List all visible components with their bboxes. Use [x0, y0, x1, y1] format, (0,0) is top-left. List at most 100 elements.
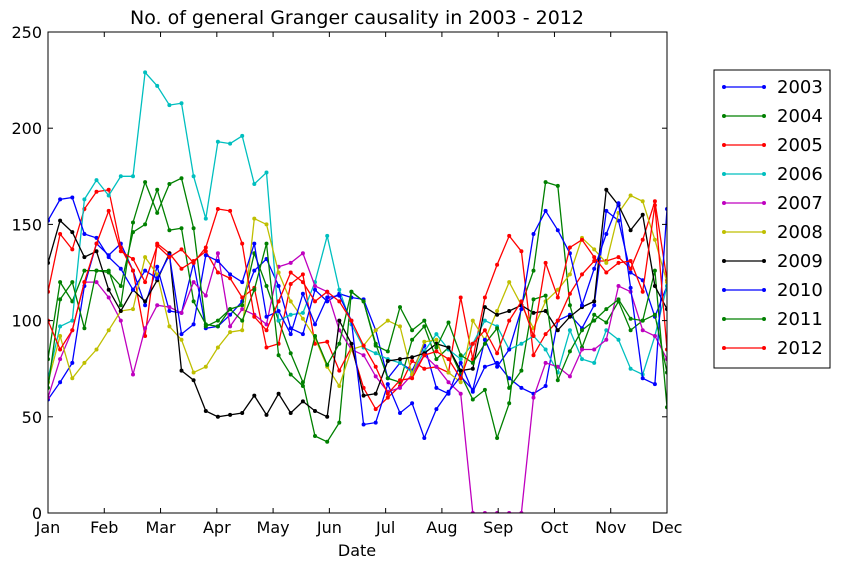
data-point-2010 [628, 285, 633, 290]
data-point-2009 [58, 218, 63, 223]
data-point-2011 [482, 341, 487, 346]
data-point-2005 [203, 249, 208, 254]
legend-swatch-marker [722, 317, 726, 321]
data-point-2007 [94, 280, 99, 285]
data-point-2012 [131, 257, 135, 261]
data-point-2012 [373, 364, 378, 369]
data-point-2006 [300, 310, 305, 315]
data-point-2012 [628, 259, 633, 263]
data-point-2005 [106, 187, 111, 192]
data-point-2008 [167, 324, 172, 329]
data-point-2006 [203, 216, 208, 221]
data-point-2012 [652, 203, 657, 208]
data-point-2005 [179, 266, 184, 271]
data-point-2012 [325, 289, 330, 294]
data-point-2003 [519, 385, 524, 390]
data-point-2007 [106, 295, 111, 300]
data-point-2006 [519, 341, 524, 346]
data-point-2010 [325, 295, 330, 300]
data-point-2010 [155, 276, 160, 281]
legend-swatch-marker [762, 114, 766, 118]
data-point-2009 [652, 284, 657, 288]
data-point-2010 [337, 293, 342, 298]
data-point-2004 [604, 320, 609, 325]
data-point-2008 [82, 360, 87, 365]
data-point-2004 [191, 299, 196, 304]
data-point-2012 [398, 378, 402, 383]
data-point-2004 [215, 324, 220, 329]
data-point-2010 [313, 322, 317, 327]
data-point-2011 [385, 349, 390, 354]
data-point-2012 [252, 314, 257, 319]
y-tick-label: 0 [32, 504, 42, 523]
data-point-2010 [434, 407, 439, 412]
data-point-2003 [228, 312, 233, 317]
legend-swatch-marker [762, 346, 766, 350]
legend-swatch-marker [722, 288, 726, 292]
data-point-2009 [398, 357, 402, 362]
data-point-2012 [300, 280, 305, 285]
legend: 2003 2004 2005 2006 2007 2008 2009 2010 2011 2012 [713, 69, 831, 369]
y-tick-label: 50 [22, 408, 42, 427]
data-point-2004 [543, 180, 548, 185]
data-point-2007 [131, 372, 135, 377]
data-point-2009 [640, 212, 645, 217]
data-point-2012 [155, 243, 160, 248]
data-point-2008 [604, 260, 609, 265]
data-point-2010 [604, 232, 609, 236]
data-point-2005 [94, 189, 99, 194]
data-point-2012 [470, 341, 475, 346]
data-point-2009 [240, 411, 245, 415]
data-point-2008 [70, 376, 75, 381]
data-point-2005 [215, 270, 220, 275]
data-point-2008 [300, 316, 305, 321]
data-point-2003 [482, 364, 487, 369]
data-point-2011 [252, 287, 257, 292]
data-point-2011 [592, 318, 597, 323]
data-point-2012 [264, 328, 269, 333]
data-point-2009 [495, 312, 500, 317]
data-point-2003 [143, 303, 148, 308]
data-point-2011 [470, 360, 475, 365]
data-point-2005 [567, 291, 572, 296]
data-point-2011 [567, 349, 572, 354]
data-point-2012 [640, 289, 645, 294]
y-tick-label: 200 [11, 119, 42, 138]
data-point-2005 [410, 359, 415, 363]
data-point-2004 [240, 303, 245, 308]
x-tick-label: Feb [90, 518, 118, 537]
data-point-2011 [300, 384, 305, 388]
data-point-2011 [155, 210, 160, 215]
data-point-2004 [410, 337, 415, 342]
data-point-2006 [628, 366, 633, 371]
legend-swatch-marker [762, 259, 766, 263]
data-point-2011 [313, 334, 317, 338]
data-point-2011 [458, 353, 463, 358]
data-point-2006 [106, 193, 111, 198]
data-point-2011 [58, 297, 63, 302]
data-point-2006 [592, 360, 597, 365]
data-point-2010 [652, 382, 657, 387]
data-point-2007 [118, 318, 123, 323]
data-point-2010 [300, 291, 305, 296]
data-point-2005 [458, 295, 463, 300]
data-point-2004 [470, 397, 475, 402]
data-point-2008 [228, 330, 233, 335]
series-line-2012 [48, 205, 667, 395]
data-point-2011 [507, 385, 512, 390]
data-point-2012 [94, 241, 99, 246]
data-point-2010 [373, 420, 378, 425]
data-point-2008 [398, 324, 402, 329]
x-tick-label: Jul [375, 518, 395, 537]
data-point-2012 [580, 237, 584, 242]
data-point-2004 [531, 268, 536, 273]
data-point-2004 [507, 401, 512, 406]
data-point-2009 [349, 341, 354, 346]
series-group [48, 70, 667, 513]
legend-swatch-marker [722, 172, 726, 176]
data-point-2010 [288, 332, 293, 337]
data-point-2011 [361, 299, 366, 304]
data-point-2005 [264, 345, 269, 350]
data-point-2004 [167, 228, 172, 233]
data-point-2005 [131, 268, 135, 273]
